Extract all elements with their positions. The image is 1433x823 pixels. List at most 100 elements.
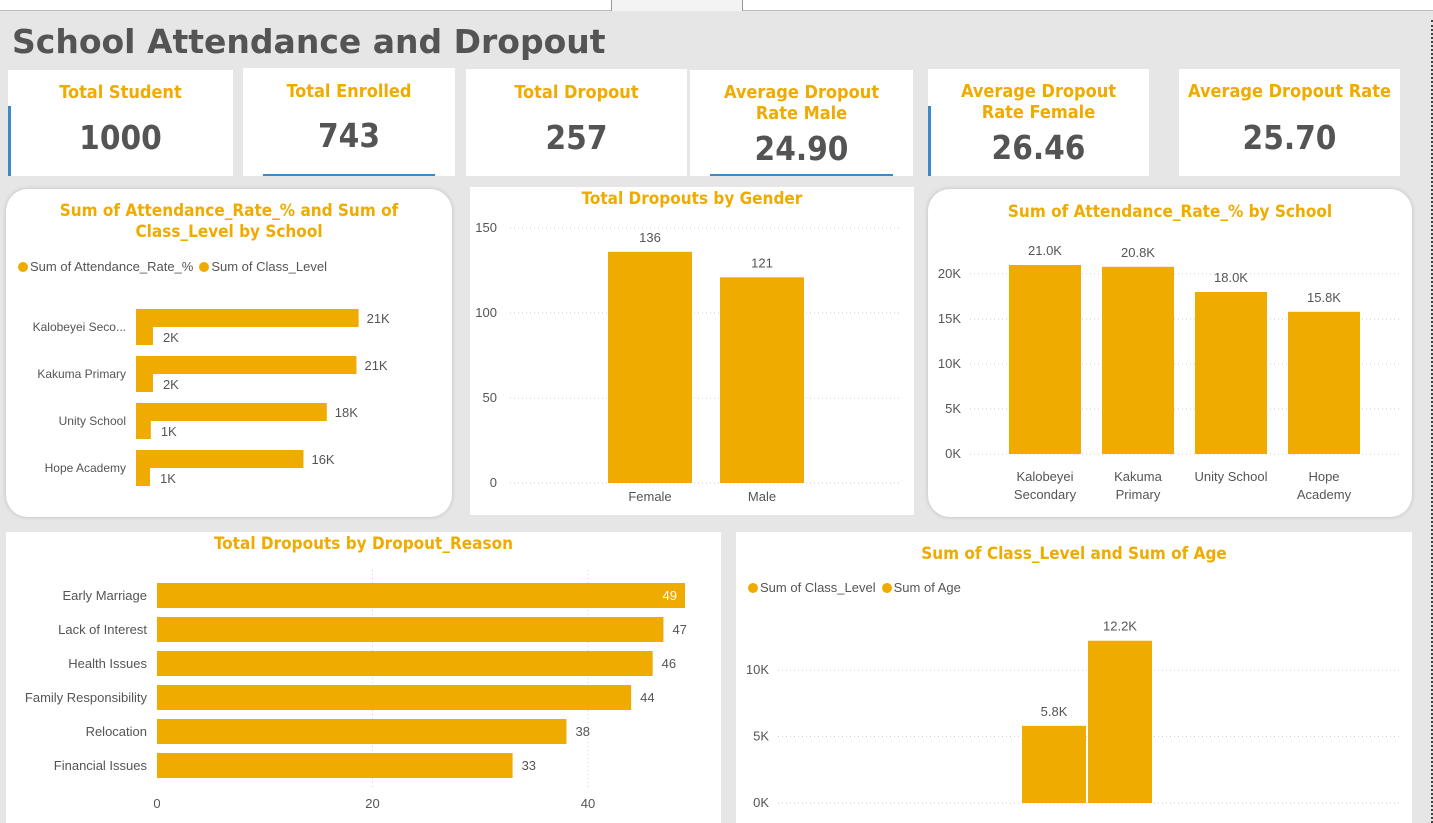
page-title: School Attendance and Dropout	[12, 22, 606, 61]
bar-attendance	[136, 450, 304, 468]
y-tick-label: Lack of Interest	[58, 622, 147, 637]
x-tick-label: Unity School	[1195, 469, 1268, 484]
chart-title: Sum of Attendance_Rate_% by School	[1007, 202, 1333, 222]
legend-item: Sum of Class_Level	[760, 580, 876, 595]
data-label: 16K	[311, 452, 334, 467]
kpi-underline	[710, 174, 893, 176]
data-label: 44	[640, 690, 654, 705]
chart-title: Total Dropouts by Dropout_Reason	[214, 534, 513, 554]
bar-attendance	[136, 356, 357, 374]
data-label: 33	[522, 758, 536, 773]
y-tick-label: 150	[475, 220, 497, 235]
data-label: 2K	[163, 330, 179, 345]
bar	[1288, 311, 1360, 454]
bar	[1009, 265, 1081, 454]
bar	[608, 251, 692, 483]
chart-plot: 0K 5K 10K 15K 20K 21.0K Kalobeyei Secondary 20.8…	[938, 243, 1400, 502]
chart-plot: 0K 5K 10K 5.8K 12.2K	[746, 619, 1402, 810]
legend-marker	[881, 583, 892, 593]
y-tick-label: 20K	[938, 266, 961, 281]
chart-dropouts-by-reason[interactable]: Total Dropouts by Dropout_Reason 0 20 40 Ea…	[6, 532, 721, 823]
x-tick-label: Female	[628, 489, 671, 504]
data-label: 15.8K	[1307, 290, 1341, 305]
chart-attendance-by-school[interactable]: Sum of Attendance_Rate_% by School 0K 5K 1…	[928, 189, 1412, 517]
kpi-value: 25.70	[1242, 118, 1337, 157]
bar	[157, 753, 513, 778]
data-label: 21K	[367, 311, 390, 326]
chart-title: Total Dropouts by Gender	[581, 189, 803, 209]
y-tick-label: Early Marriage	[62, 588, 147, 603]
bar	[720, 277, 804, 483]
y-tick-label: 0	[490, 475, 497, 490]
bar	[157, 719, 567, 744]
data-label: 18K	[335, 405, 358, 420]
bar-class-level	[136, 468, 150, 486]
y-tick-label: 0K	[753, 795, 769, 810]
y-tick-label: 50	[483, 390, 497, 405]
bar	[157, 617, 664, 642]
data-label: 136	[639, 230, 661, 245]
bar-attendance	[136, 403, 327, 421]
kpi-label: Average Dropout Rate Male	[723, 82, 880, 124]
data-label: 47	[672, 622, 686, 637]
y-tick-label: 5K	[753, 729, 769, 744]
toolbar-tab[interactable]	[611, 0, 743, 11]
bar-class-level	[136, 374, 153, 392]
kpi-card-total-student[interactable]: Total Student 1000	[8, 70, 233, 176]
chart-title: Sum of Class_Level and Sum of Age	[921, 544, 1227, 564]
data-label: 21K	[364, 358, 387, 373]
bar	[157, 583, 685, 608]
y-tick-label: Kalobeyei Seco...	[33, 320, 126, 334]
kpi-card-total-dropout[interactable]: Total Dropout 257	[466, 69, 687, 176]
kpi-value: 26.46	[991, 128, 1086, 167]
y-tick-label: 15K	[938, 311, 961, 326]
legend-marker	[18, 262, 28, 272]
x-tick-label: Kakuma	[1114, 469, 1162, 484]
data-label: 20.8K	[1121, 245, 1155, 260]
kpi-underline	[263, 174, 435, 176]
kpi-label: Total Enrolled	[286, 81, 412, 102]
bar	[157, 651, 653, 676]
data-label: 121	[751, 255, 773, 270]
data-label: 46	[662, 656, 676, 671]
x-tick-label: Male	[748, 489, 776, 504]
data-label: 38	[575, 724, 589, 739]
x-tick-label: Secondary	[1014, 487, 1077, 502]
kpi-value: 24.90	[754, 129, 849, 168]
chart-attendance-class-by-school[interactable]: Sum of Attendance_Rate_% and Sum of Clas…	[6, 189, 452, 517]
chart-legend: Sum of Class_Level Sum of Age	[748, 580, 961, 595]
legend-item: Sum of Class_Level	[211, 259, 327, 274]
kpi-label: Total Student	[59, 82, 182, 103]
y-tick-label: 5K	[945, 401, 961, 416]
data-label: 49	[663, 588, 677, 603]
bar-class-level	[136, 327, 153, 345]
chart-plot: 0 50 100 150 136 Female 121 Male	[475, 220, 900, 504]
kpi-card-avg-dropout-female[interactable]: Average Dropout Rate Female 26.46	[928, 69, 1149, 176]
chart-class-level-and-age[interactable]: Sum of Class_Level and Sum of Age Sum of…	[736, 532, 1412, 823]
kpi-card-avg-dropout-male[interactable]: Average Dropout Rate Male 24.90	[690, 70, 913, 176]
bar	[1195, 292, 1267, 454]
y-tick-label: Relocation	[86, 724, 147, 739]
y-tick-label: Unity School	[59, 414, 126, 428]
chart-plot: Kalobeyei Seco... 21K 2K Kakuma Primary 21K 2…	[33, 309, 390, 486]
kpi-accent	[8, 106, 11, 176]
x-tick-label: Primary	[1116, 487, 1161, 502]
data-label: 12.2K	[1103, 619, 1137, 634]
chart-dropouts-by-gender[interactable]: Total Dropouts by Gender 0 50 100 150 136 Fem…	[470, 187, 914, 515]
data-label: 1K	[160, 471, 176, 486]
y-tick-label: Family Responsibility	[25, 690, 148, 705]
y-tick-label: Kakuma Primary	[37, 367, 126, 381]
bar	[1022, 725, 1086, 803]
bar-attendance	[136, 309, 359, 327]
data-label: 1K	[161, 424, 177, 439]
x-tick-label: Hope	[1308, 469, 1339, 484]
kpi-value: 743	[318, 116, 380, 155]
kpi-label: Total Dropout	[514, 82, 639, 103]
kpi-card-avg-dropout-rate[interactable]: Average Dropout Rate 25.70	[1179, 69, 1400, 176]
x-tick-label: 20	[365, 796, 379, 811]
y-tick-label: 100	[475, 305, 497, 320]
data-label: 21.0K	[1028, 243, 1062, 258]
bar	[1088, 640, 1152, 803]
canvas-edge	[1431, 20, 1433, 823]
kpi-card-total-enrolled[interactable]: Total Enrolled 743	[243, 68, 455, 176]
